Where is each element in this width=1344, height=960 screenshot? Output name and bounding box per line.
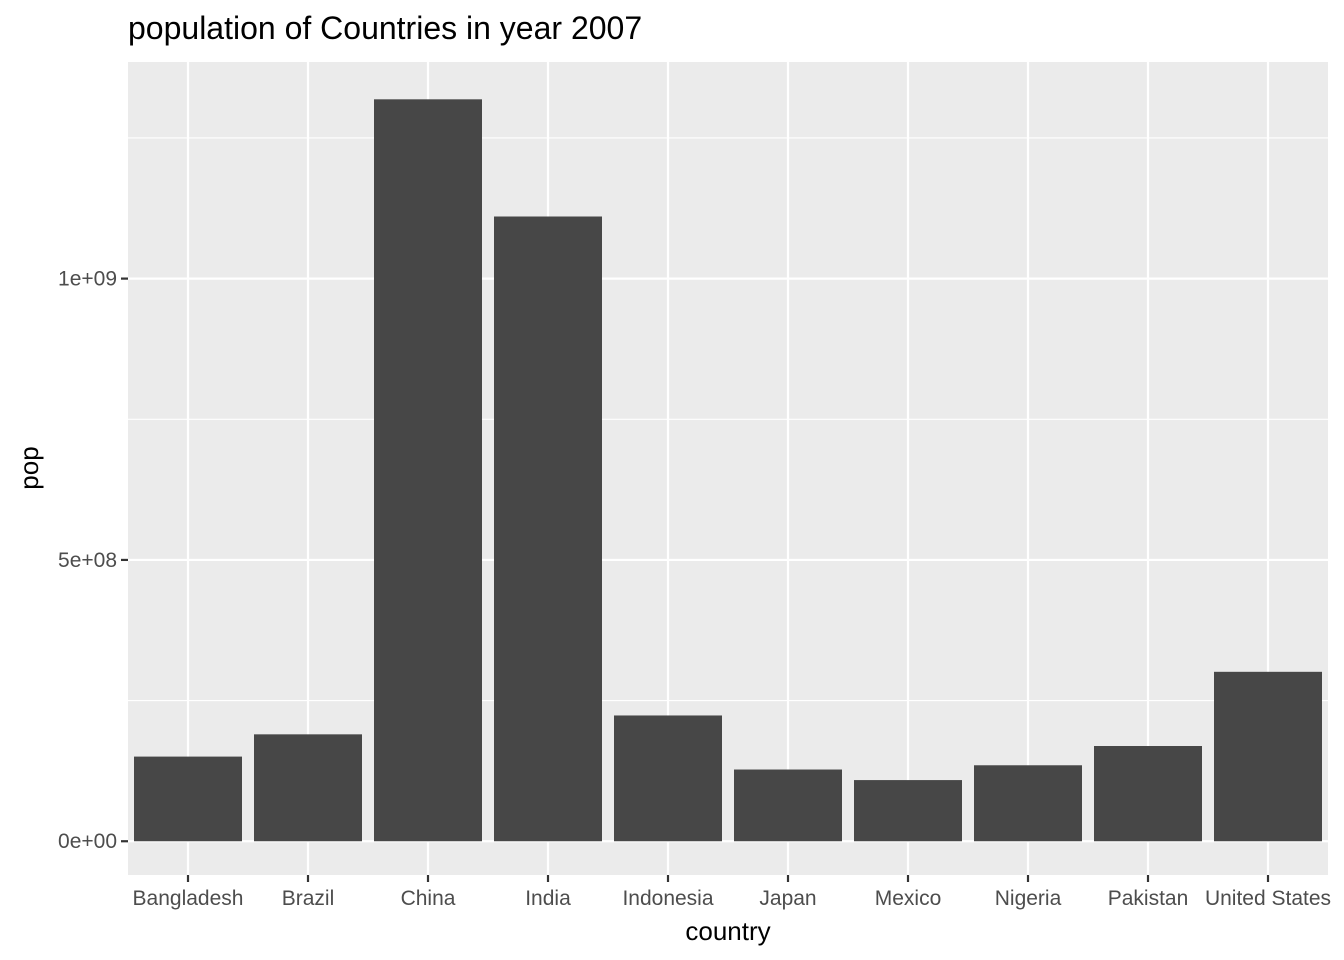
x-axis-title: country (685, 916, 770, 946)
bar-united-states (1214, 671, 1322, 842)
bar-nigeria (974, 765, 1082, 842)
axes: 0e+00 5e+08 1e+09 Bangladesh Brazil China Indi… (58, 268, 1331, 910)
x-tick-label: China (401, 887, 456, 910)
bars (134, 99, 1322, 842)
y-tick-label: 5e+08 (58, 549, 117, 572)
bar-indonesia (614, 715, 722, 842)
x-tick-label: Mexico (875, 887, 942, 910)
x-tick-label: Brazil (282, 887, 335, 910)
x-tick-label: Pakistan (1108, 887, 1189, 910)
bar-china (374, 99, 482, 842)
bar-pakistan (1094, 746, 1202, 842)
bar-brazil (254, 734, 362, 842)
x-tick-label: Nigeria (995, 887, 1062, 910)
y-tick-label: 1e+09 (58, 268, 117, 291)
x-tick-label: United States (1205, 887, 1331, 910)
x-tick-label: Japan (759, 887, 816, 910)
bar-japan (734, 769, 842, 842)
bar-mexico (854, 780, 962, 842)
x-tick-label: India (525, 887, 571, 910)
x-tick-label: Indonesia (622, 887, 713, 910)
y-axis-title: pop (14, 446, 44, 489)
chart-title: population of Countries in year 2007 (128, 10, 642, 46)
x-tick-label: Bangladesh (133, 887, 244, 910)
y-tick-label: 0e+00 (58, 830, 117, 853)
bar-india (494, 216, 602, 842)
bar-bangladesh (134, 756, 242, 842)
